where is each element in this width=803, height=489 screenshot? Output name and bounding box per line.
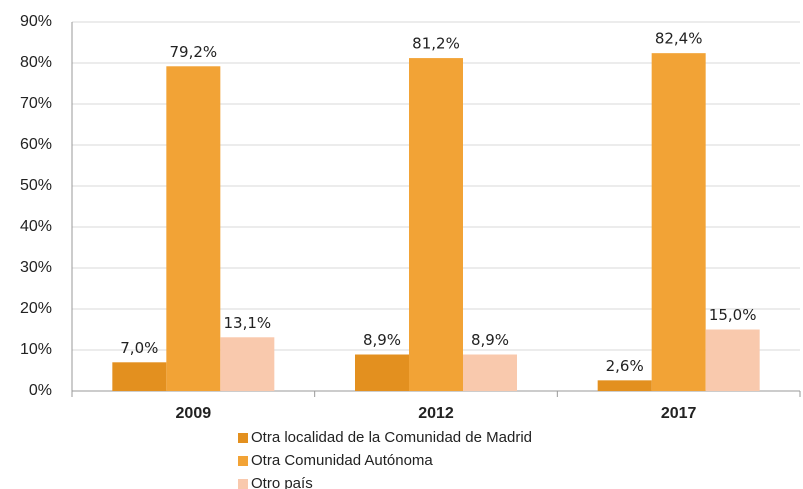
x-tick-label: 2009 bbox=[176, 405, 212, 422]
y-tick-label: 40% bbox=[20, 218, 52, 235]
x-tick-label: 2017 bbox=[661, 405, 697, 422]
y-tick-label: 30% bbox=[20, 259, 52, 276]
legend-label: Otra localidad de la Comunidad de Madrid bbox=[251, 429, 532, 446]
y-tick-label: 0% bbox=[29, 382, 52, 399]
bar bbox=[166, 66, 221, 391]
x-tick-label: 2012 bbox=[418, 405, 454, 422]
value-label: 15,0% bbox=[709, 306, 757, 324]
y-tick-label: 50% bbox=[20, 177, 52, 194]
y-tick-label: 20% bbox=[20, 300, 52, 317]
value-label: 8,9% bbox=[471, 331, 509, 349]
y-tick-label: 60% bbox=[20, 136, 52, 153]
legend-label: Otra Comunidad Autónoma bbox=[251, 452, 433, 469]
value-label: 2,6% bbox=[606, 357, 644, 375]
value-label: 8,9% bbox=[363, 331, 401, 349]
bar bbox=[220, 337, 275, 391]
bar bbox=[112, 362, 167, 391]
y-tick-label: 70% bbox=[20, 95, 52, 112]
value-label: 79,2% bbox=[170, 43, 218, 61]
legend-label: Otro país bbox=[251, 475, 313, 489]
y-tick-label: 10% bbox=[20, 341, 52, 358]
value-label: 82,4% bbox=[655, 30, 703, 48]
legend-swatch bbox=[238, 456, 248, 466]
value-label: 7,0% bbox=[120, 339, 158, 357]
bar bbox=[651, 53, 706, 391]
bar bbox=[409, 58, 463, 392]
y-tick-label: 80% bbox=[20, 54, 52, 71]
legend-swatch bbox=[238, 479, 248, 489]
bar bbox=[597, 380, 652, 391]
value-label: 81,2% bbox=[412, 35, 460, 53]
bar bbox=[705, 329, 760, 391]
bar bbox=[463, 354, 517, 391]
value-label: 13,1% bbox=[224, 314, 272, 332]
y-tick-label: 90% bbox=[20, 13, 52, 30]
legend-swatch bbox=[238, 433, 248, 443]
bar bbox=[355, 354, 409, 391]
